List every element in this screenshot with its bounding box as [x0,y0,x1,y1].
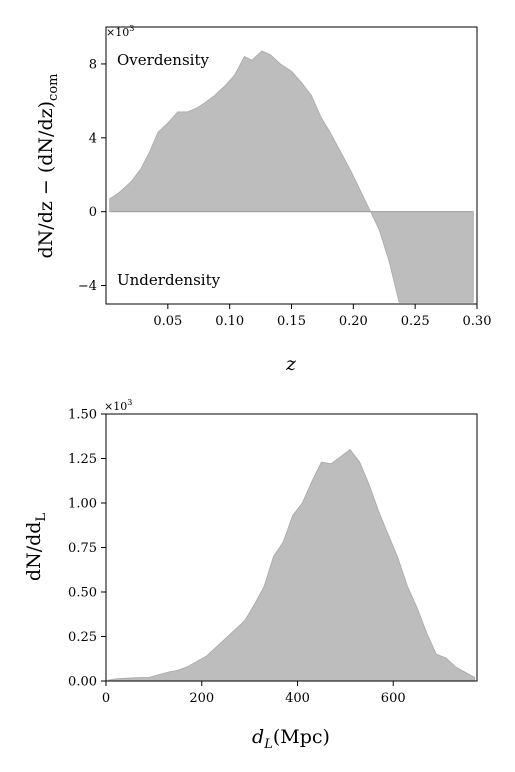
area-series-top [109,50,474,303]
y-tick-label: 8 [89,57,97,72]
chart-bottom: 0 200 400 600 0.000.250.500.751.001.251.50 … [23,398,478,752]
x-axis-label-top: z [285,353,297,375]
x-tick-label: 0.30 [463,314,492,329]
x-tick-label: 0.25 [401,314,430,329]
y-axis-label-bottom: dN/ddL [23,513,49,582]
area-series-bottom [108,449,475,682]
y-tick-label: 0.00 [68,675,97,690]
x-tick-label: 0.15 [277,314,306,329]
y-axis-ticks-bottom: 0.00 0.25 0.50 0.75 1.00 1.25 1.50 [68,408,106,690]
y-tick-label: 1.00 [68,497,97,512]
annotation-underdensity: Underdensity [117,271,221,289]
x-axis-ticks-bottom: 0 200 400 600 [102,681,406,706]
y-multiplier-bottom: ×103 [104,398,132,413]
y-tick-label: −4 [78,279,97,294]
x-tick-label: 600 [381,691,406,706]
y-tick-label: 1.50 [68,408,97,423]
x-tick-label: 0.10 [215,314,244,329]
y-tick-label: 4 [89,131,97,146]
annotation-overdensity: Overdensity [117,51,209,69]
y-tick-label: 0 [89,205,97,220]
x-tick-label: 0.05 [153,314,182,329]
chart-top: 0.05 0.10 0.15 0.20 0.25 0.30 −4 0 4 8 ×103 Over… [35,24,491,375]
y-tick-label: 0.75 [68,541,97,556]
x-axis-ticks-top: 0.05 0.10 0.15 0.20 0.25 0.30 [153,304,491,329]
y-multiplier-top: ×103 [106,24,134,39]
y-axis-ticks-top: −4 0 4 8 [78,57,106,294]
y-tick-label: 1.25 [68,452,97,467]
y-tick-label: 0.25 [68,630,97,645]
y-tick-label: 0.50 [68,586,97,601]
x-tick-label: 400 [285,691,310,706]
x-tick-label: 0.20 [339,314,368,329]
x-tick-label: 200 [189,691,214,706]
x-axis-label-bottom: dL(Mpc) [252,726,330,752]
y-axis-label-top: dN/dz − (dN/dz)com [35,74,61,259]
x-tick-label: 0 [102,691,110,706]
